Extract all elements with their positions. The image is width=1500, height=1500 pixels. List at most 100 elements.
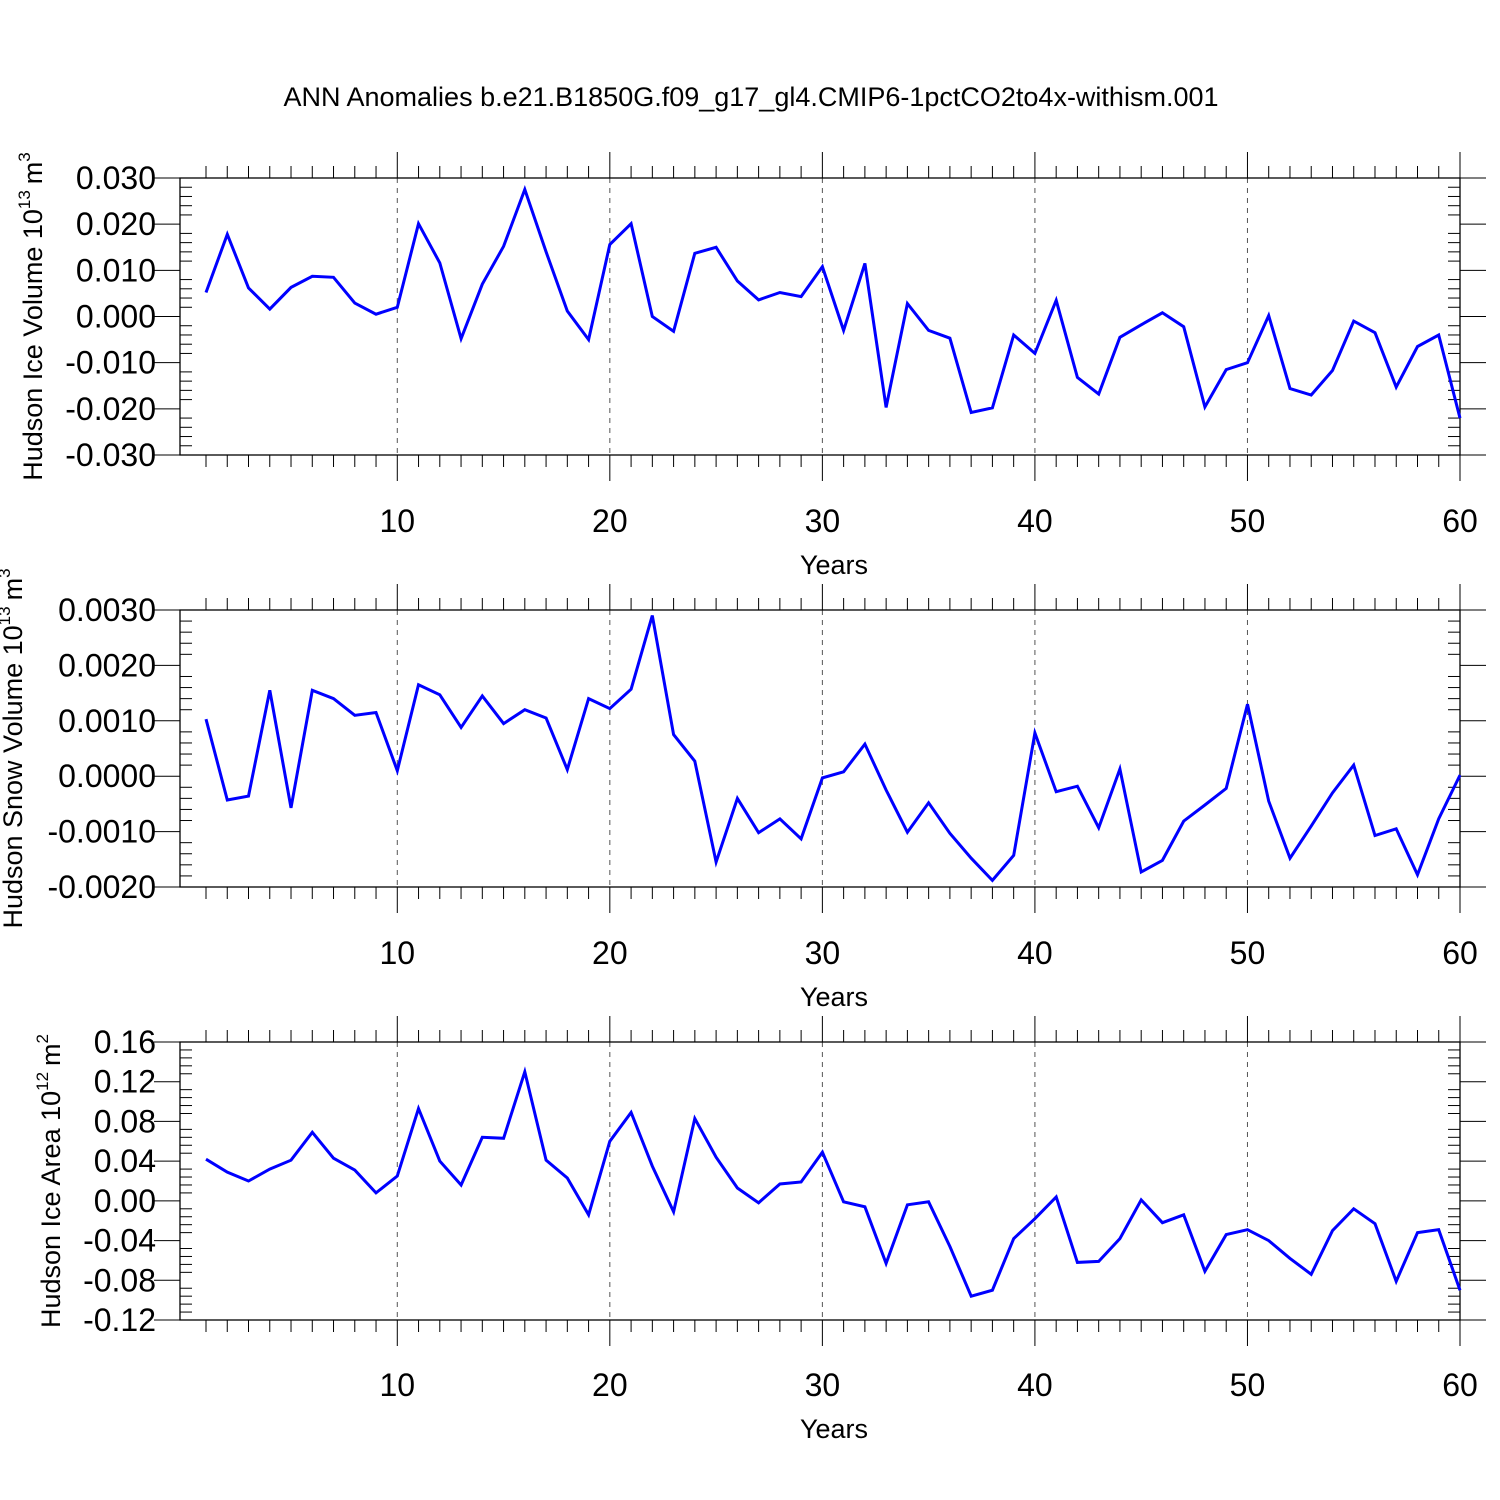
- data-point: [376, 712, 377, 713]
- data-point: [1056, 791, 1057, 792]
- x-tick-label: 10: [379, 1367, 415, 1403]
- data-point: [461, 727, 462, 728]
- data-point: [694, 761, 695, 762]
- data-point: [652, 615, 653, 616]
- data-point: [1204, 805, 1205, 806]
- y-tick-label: -0.030: [65, 437, 156, 473]
- y-axis-title: Hudson Ice Volume 1013 m3: [15, 152, 48, 481]
- data-point: [737, 1187, 738, 1188]
- data-point: [1141, 872, 1142, 873]
- data-point: [269, 309, 270, 310]
- figure-title: ANN Anomalies b.e21.B1850G.f09_g17_gl4.C…: [283, 82, 1218, 112]
- data-point: [1332, 792, 1333, 793]
- x-tick-label: 20: [592, 503, 628, 539]
- data-point: [482, 284, 483, 285]
- data-point: [928, 330, 929, 331]
- data-point: [397, 770, 398, 771]
- data-point: [992, 1290, 993, 1291]
- y-tick-label: 0.020: [76, 206, 156, 242]
- data-point: [1332, 370, 1333, 371]
- data-point: [758, 832, 759, 833]
- data-point: [546, 718, 547, 719]
- data-point: [631, 689, 632, 690]
- data-point: [546, 251, 547, 252]
- data-point: [1353, 765, 1354, 766]
- data-point: [291, 807, 292, 808]
- data-point: [1438, 818, 1439, 819]
- y-tick-label: 0.0000: [58, 758, 156, 794]
- data-point: [631, 223, 632, 224]
- y-axis-title: Hudson Ice Area 1012 m2: [33, 1034, 66, 1328]
- data-point: [312, 690, 313, 691]
- data-point: [503, 723, 504, 724]
- data-point: [801, 838, 802, 839]
- x-axis-title: Years: [800, 1414, 868, 1444]
- data-point: [1098, 1261, 1099, 1262]
- data-point: [588, 339, 589, 340]
- x-tick-label: 30: [805, 935, 841, 971]
- y-tick-label: -0.010: [65, 345, 156, 381]
- data-point: [291, 287, 292, 288]
- chart-panels: 10 20 30 40 50 60Years-0.030-0.020-0.0100.000…: [0, 152, 1486, 1444]
- data-point: [312, 276, 313, 277]
- y-tick-label: 0.16: [94, 1024, 156, 1060]
- data-point: [524, 1071, 525, 1072]
- data-point: [843, 330, 844, 331]
- data-point: [1374, 835, 1375, 836]
- y-axis-title-unit-exp: 2: [33, 1034, 52, 1043]
- plot-frame: [179, 609, 1461, 888]
- data-point: [227, 1172, 228, 1173]
- data-point: [779, 1183, 780, 1184]
- data-point: [588, 1214, 589, 1215]
- data-point: [418, 1108, 419, 1109]
- data-point: [397, 1176, 398, 1177]
- data-point: [1247, 1229, 1248, 1230]
- x-tick-label: 10: [379, 935, 415, 971]
- data-point: [376, 1192, 377, 1193]
- data-point: [843, 1201, 844, 1202]
- y-axis-title-unit-exp: 3: [0, 568, 14, 577]
- x-tick-label: 40: [1017, 503, 1053, 539]
- data-point: [907, 832, 908, 833]
- y-tick-label: -0.020: [65, 391, 156, 427]
- data-point: [1438, 1229, 1439, 1230]
- x-axis-title: Years: [800, 550, 868, 580]
- data-point: [1460, 1290, 1461, 1291]
- data-point: [886, 1263, 887, 1264]
- data-point: [206, 292, 207, 293]
- data-point: [1417, 1232, 1418, 1233]
- data-point: [588, 698, 589, 699]
- x-tick-label: 20: [592, 1367, 628, 1403]
- y-axis-title-unit: m: [36, 1043, 66, 1066]
- data-point: [248, 796, 249, 797]
- data-point: [567, 1178, 568, 1179]
- data-point: [1013, 334, 1014, 335]
- data-point: [1183, 326, 1184, 327]
- data-point: [482, 695, 483, 696]
- data-point: [716, 1157, 717, 1158]
- y-tick-label: 0.010: [76, 252, 156, 288]
- data-point: [716, 862, 717, 863]
- data-point: [503, 1138, 504, 1139]
- data-point: [1183, 821, 1184, 822]
- data-point: [737, 280, 738, 281]
- y-tick-label: 0.00: [94, 1183, 156, 1219]
- y-tick-label: 0.0020: [58, 647, 156, 683]
- data-point: [694, 1118, 695, 1119]
- data-point: [1141, 324, 1142, 325]
- data-point: [206, 719, 207, 720]
- data-point: [1034, 353, 1035, 354]
- data-point: [673, 734, 674, 735]
- data-point: [1460, 775, 1461, 776]
- data-point: [546, 1160, 547, 1161]
- data-point: [864, 263, 865, 264]
- data-point: [333, 1158, 334, 1159]
- data-point: [354, 1170, 355, 1171]
- data-point: [673, 1211, 674, 1212]
- data-point: [801, 1181, 802, 1182]
- x-tick-label: 50: [1230, 935, 1266, 971]
- data-point: [971, 1296, 972, 1297]
- data-point: [376, 314, 377, 315]
- data-point: [461, 338, 462, 339]
- data-point: [758, 1202, 759, 1203]
